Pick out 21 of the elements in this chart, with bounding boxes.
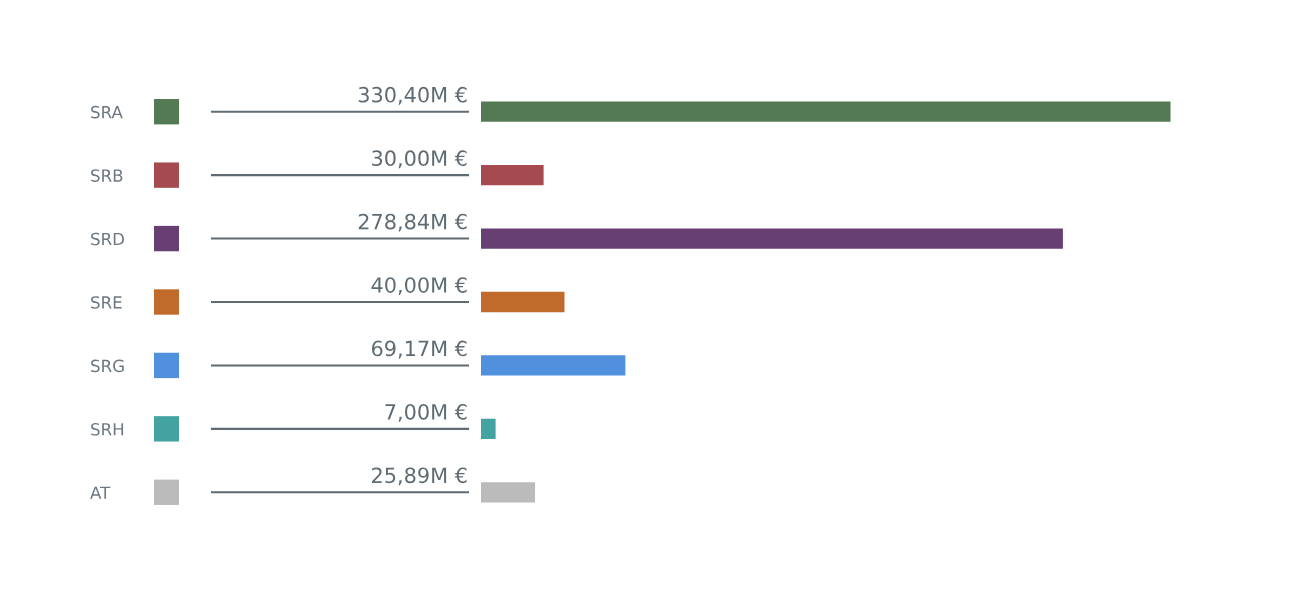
y-tick-label: SRA [91, 105, 123, 119]
y-tick-label: SRD [91, 232, 125, 246]
bar [481, 482, 536, 503]
y-tick-label: SRG [91, 359, 124, 373]
bar [481, 418, 496, 440]
data-label: 278,84M € [358, 213, 467, 232]
data-label: 69,17M € [371, 340, 467, 359]
y-tick-label: SRH [91, 422, 124, 436]
bar [481, 164, 544, 186]
y-tick-label: SRB [91, 169, 123, 182]
bar [481, 355, 626, 376]
data-label: 40,00M € [371, 277, 467, 296]
data-label: 7,00M € [385, 403, 467, 422]
data-label: 330,40M € [358, 86, 467, 105]
bar [481, 291, 565, 313]
data-label: 30,00M € [372, 150, 467, 169]
bar [481, 101, 1171, 122]
data-label: 25,89M € [372, 467, 467, 486]
y-tick-label: SRE [91, 296, 122, 309]
y-tick-label: AT [90, 486, 111, 499]
bar [481, 228, 1063, 249]
